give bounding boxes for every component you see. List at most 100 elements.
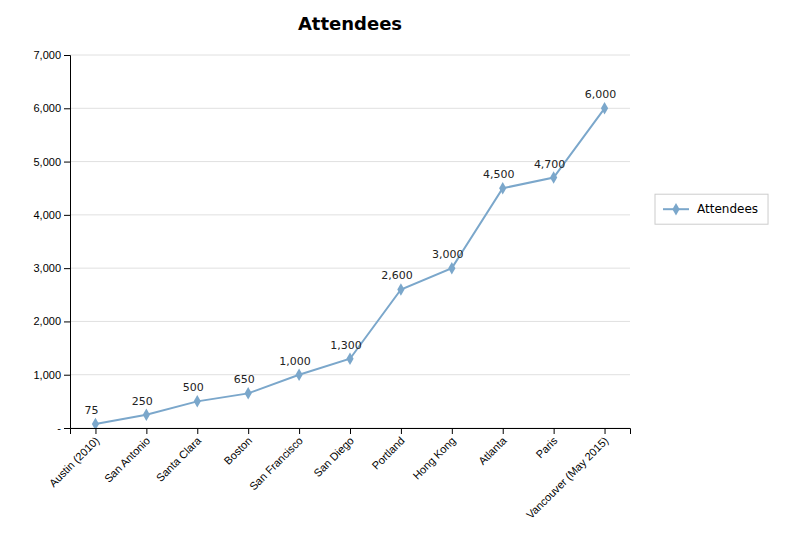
marker [550,171,557,183]
chart: Attendees Austin (2010)San AntonioSanta C… [0,0,800,543]
y-tick-mark [64,375,70,376]
marker [448,262,455,274]
x-tick-label: Paris [533,434,560,461]
y-tick: - [57,422,70,434]
x-tick-mark [248,428,249,434]
x-tick-label: Hong Kong [410,434,457,481]
marker [397,283,404,295]
y-tick-label: 4,000 [33,209,61,221]
x-tick: Santa Clara [154,428,204,484]
x-tick-mark [503,428,504,434]
x-tick-mark [197,428,198,434]
x-tick: Atlanta [476,428,509,467]
x-axis-line [71,429,631,435]
y-tick-mark [64,215,70,216]
data-label: 4,700 [534,158,566,171]
x-tick-mark [605,428,606,434]
grid-line [70,214,630,215]
marker [194,395,201,407]
x-tick-label: San Diego [311,434,356,479]
x-tick: Austin (2010) [47,428,102,489]
data-label: 1,000 [279,355,311,368]
y-tick: 1,000 [33,369,70,381]
x-tick: San Antonio [102,428,152,485]
y-tick: 7,000 [33,49,70,61]
data-label: 4,500 [483,168,515,181]
x-tick-mark [452,428,453,434]
y-tick: 5,000 [33,156,70,168]
x-tick-label: Portland [369,434,406,471]
y-tick-label: 2,000 [33,315,61,327]
y-tick-mark [64,321,70,322]
data-labels: 75 250 500 650 1,000 1,300 2,600 3,000 4,500 4,70… [84,88,616,417]
y-axis: - 1,000 2,000 3,000 4,000 5,000 6,000 7,000 [33,49,70,434]
marker [92,418,99,428]
y-tick-mark [64,428,70,429]
x-tick: Hong Kong [410,428,457,482]
y-tick-mark [64,162,70,163]
y-tick-label: 5,000 [33,156,61,168]
x-tick-label: Austin (2010) [47,434,102,489]
y-tick-mark [64,55,70,56]
grid-line [70,55,630,56]
marker [499,182,506,194]
x-tick: Vancouver (May 2015) [524,428,611,521]
marks [92,102,608,428]
x-tick-label: Boston [221,434,254,467]
line [95,108,604,424]
y-tick-label: 1,000 [33,369,61,381]
marker [346,352,353,364]
x-tick-mark [146,428,147,434]
data-label: 3,000 [432,248,464,261]
y-tick-mark [64,108,70,109]
data-label: 6,000 [585,88,617,101]
data-label: 250 [132,395,153,408]
x-tick: Portland [369,428,406,472]
data-label: 75 [84,404,98,417]
marker [245,387,252,399]
x-tick: San Francisco [247,428,305,492]
grid-line [70,374,630,375]
x-tick-mark [299,428,300,434]
legend-item: Attendees [663,202,758,216]
y-tick-label: - [57,422,61,434]
x-tick: San Diego [311,428,356,479]
x-tick-label: Vancouver (May 2015) [524,434,611,521]
grid-line [70,321,630,322]
x-tick-mark [401,428,402,434]
y-tick-label: 6,000 [33,102,61,114]
y-tick-label: 7,000 [33,49,61,61]
data-label: 650 [234,373,255,386]
y-tick: 4,000 [33,209,70,221]
y-tick: 3,000 [33,262,70,274]
y-axis-line [64,56,71,429]
grid-line [70,108,630,109]
marker [295,368,302,380]
y-tick: 6,000 [33,102,70,114]
marker [143,408,150,420]
y-tick-mark [64,268,70,269]
data-label: 500 [183,381,204,394]
x-tick-label: Atlanta [476,434,509,467]
x-tick-mark [350,428,351,434]
data-label: 2,600 [381,269,413,282]
grid [70,55,630,428]
data-label: 1,300 [330,339,362,352]
title: Attendees [298,13,402,34]
legend: Attendees [655,194,768,224]
legend-box [655,194,768,224]
plot: Austin (2010)San AntonioSanta Clara Bosto… [33,49,630,521]
x-tick-mark [95,428,96,434]
legend-label: Attendees [697,202,758,216]
x-axis: Austin (2010)San AntonioSanta Clara Bosto… [47,428,631,521]
legend-marker [672,203,679,215]
x-tick-label: San Antonio [102,434,152,484]
y-tick-label: 3,000 [33,262,61,274]
y-tick: 2,000 [33,315,70,327]
marker [601,102,608,114]
x-tick-mark [554,428,555,434]
grid-line [70,268,630,269]
x-tick-label: San Francisco [247,434,305,492]
x-tick-label: Santa Clara [154,434,204,484]
x-tick: Boston [221,428,254,467]
